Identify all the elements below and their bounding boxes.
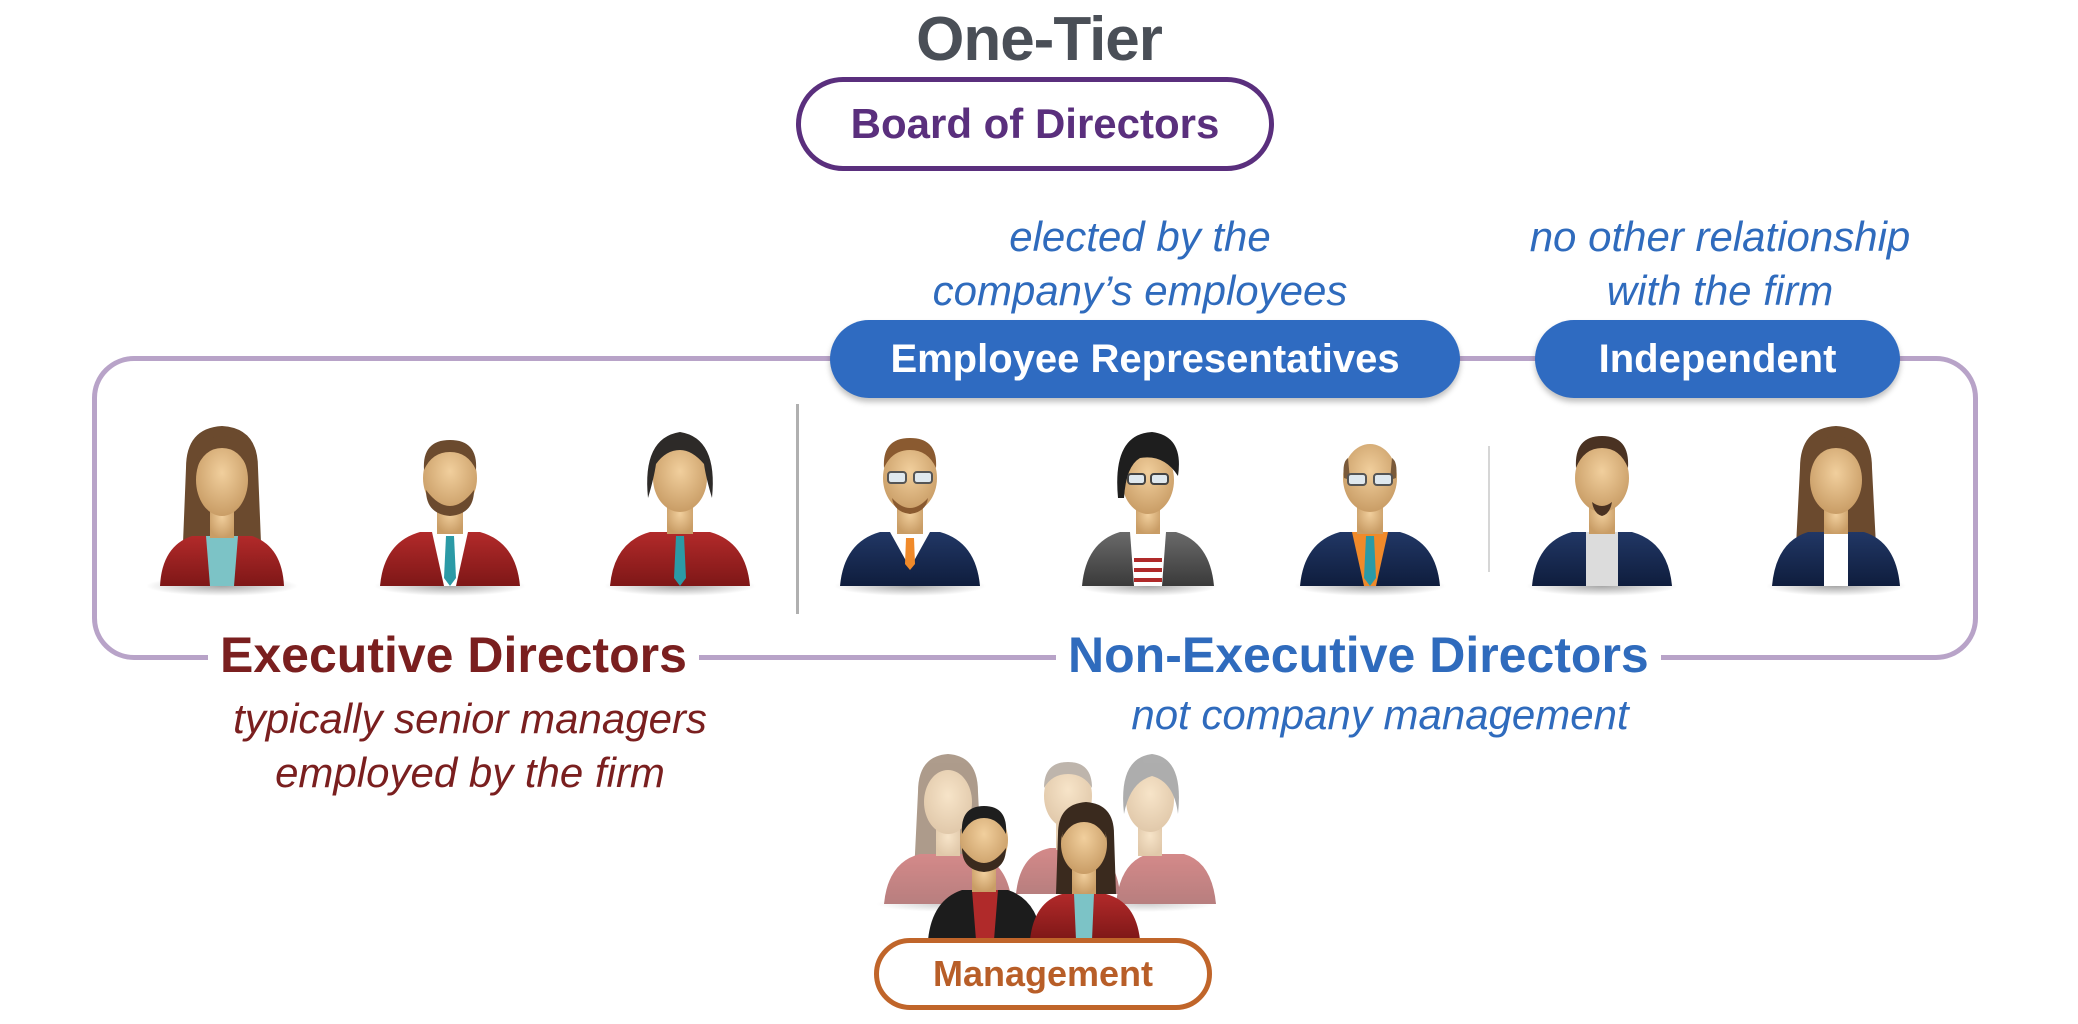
diagram-title: One-Tier: [916, 5, 1163, 74]
board-of-directors-label: Board of Directors: [850, 100, 1220, 147]
employee-reps-pill: Employee Representatives: [830, 320, 1460, 398]
nonexecutive-note-line: not company management: [1131, 691, 1629, 738]
executive-directors-label: Executive Directors: [208, 626, 699, 684]
independent-pill: Independent: [1535, 320, 1900, 398]
long-haired-man-red-shirt-icon: [604, 432, 756, 596]
independent-note-line2: with the firm: [1606, 267, 1834, 314]
executive-note-line2: employed by the firm: [275, 749, 665, 796]
exec-nonexec-divider: [796, 404, 799, 614]
employee-reps-note-line2: company’s employees: [932, 267, 1348, 314]
bald-man-glasses-navy-suit-icon: [1294, 444, 1446, 596]
management-group-icon: [876, 754, 1216, 940]
executive-note-line1: typically senior managers: [233, 695, 707, 742]
management-box: Management: [874, 938, 1212, 1010]
woman-red-jacket-icon: [146, 426, 298, 596]
woman-navy-suit-icon: [1766, 426, 1906, 596]
board-of-directors-box: Board of Directors: [796, 77, 1274, 171]
executive-note: typically senior managers employed by th…: [180, 692, 760, 800]
independent-note: no other relationship with the firm: [1480, 210, 1960, 318]
nonexecutive-note: not company management: [1060, 688, 1700, 742]
man-goatee-navy-suit-icon: [1526, 436, 1678, 596]
management-label: Management: [932, 953, 1154, 994]
employee-reps-pill-label: Employee Representatives: [890, 336, 1400, 381]
employee-reps-note: elected by the company’s employees: [880, 210, 1400, 318]
man-glasses-navy-sweater-icon: [834, 438, 986, 596]
bearded-man-red-suit-icon: [374, 440, 526, 596]
employee-reps-note-line1: elected by the: [1009, 213, 1271, 260]
woman-glasses-grey-jacket-icon: [1078, 432, 1218, 596]
independent-note-line1: no other relationship: [1529, 213, 1911, 260]
reps-independent-divider: [1488, 446, 1490, 572]
non-executive-directors-label: Non-Executive Directors: [1056, 626, 1661, 684]
independent-pill-label: Independent: [1598, 336, 1837, 381]
